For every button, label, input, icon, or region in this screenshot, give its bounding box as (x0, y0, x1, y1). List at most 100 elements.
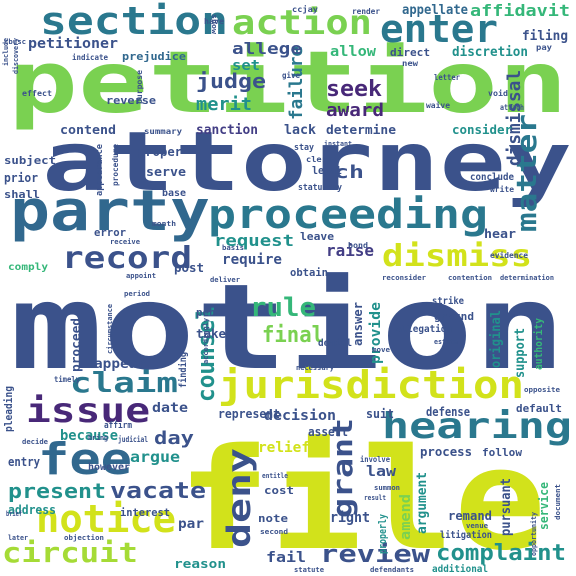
word-judge: judge (196, 69, 266, 93)
word-merit: merit (196, 94, 252, 115)
word-because: because (60, 428, 118, 444)
word-original: original (489, 310, 504, 368)
word-failure: failure (286, 46, 307, 120)
word-enter: enter (380, 7, 498, 51)
word-base: base (162, 188, 186, 199)
word-counsel: counsel (192, 306, 220, 402)
word-involve: involve (360, 454, 390, 464)
word-circuit: circuit (2, 536, 138, 569)
word-complaint: complaint (436, 541, 566, 566)
word-sanction: sanction (196, 123, 258, 138)
word-legal: legal (312, 164, 342, 177)
word-necessary: necessary (296, 364, 335, 372)
word-direct: direct (390, 46, 430, 59)
word-file: file (178, 419, 546, 576)
word-serve: serve (146, 165, 186, 179)
word-denial: denial (318, 337, 352, 349)
word-attorney: attorney (42, 115, 572, 210)
word-issue: issue (26, 391, 150, 431)
word-action: action (232, 3, 372, 43)
word-error: error (94, 226, 126, 239)
word-discretion: discretion (452, 45, 528, 60)
word-argument: argument (415, 472, 430, 534)
word-shall: shall (4, 188, 40, 201)
word-reverse: reverse (106, 94, 156, 107)
word-allow: allow (330, 44, 377, 60)
word-litigation: litigation (440, 529, 492, 541)
word-void: void (488, 88, 508, 98)
word-vacate: vacate (110, 479, 206, 504)
word-proper: proper (138, 145, 182, 159)
word-hear: hear (484, 227, 516, 241)
word-address: address (8, 503, 56, 517)
word-render: render (352, 7, 380, 16)
word-support: support (513, 328, 528, 378)
word-pay: pay (536, 43, 552, 52)
word-ch: ch (334, 162, 364, 183)
word-notice: notice (36, 497, 176, 541)
word-deliver: deliver (210, 276, 240, 284)
word-however: however (88, 462, 130, 473)
word-finding: finding (177, 352, 189, 388)
word-law: law (366, 464, 397, 480)
word-deny: deny (220, 448, 258, 548)
word-defense: defense (426, 405, 470, 419)
word-consider: consider (452, 123, 512, 137)
word-par: par (178, 517, 204, 532)
word-decision: decision (264, 408, 336, 424)
word-set: set (232, 58, 260, 74)
word-basis: basis (222, 244, 244, 252)
word-proceeding: proceeding (208, 192, 488, 238)
word-decide: decide (22, 438, 48, 446)
word-review: review (320, 540, 431, 568)
word-right: right (330, 510, 370, 526)
word-affidavit: affidavit (470, 1, 570, 20)
word-brief: brief (6, 510, 22, 518)
word-day: day (154, 428, 194, 449)
word-suit: suit (366, 407, 394, 421)
word-ground: ground (434, 310, 474, 323)
word-assert: assert (308, 425, 348, 439)
word-letter: letter (434, 73, 460, 82)
word-purpose: purpose (135, 70, 144, 104)
word-party: party (10, 179, 210, 244)
word-contend: contend (60, 123, 116, 137)
word-allege: allege (232, 39, 302, 58)
word-attach: attach (500, 103, 524, 112)
word-raise: raise (326, 241, 374, 260)
word-statute: statute (294, 566, 324, 574)
word-fail: fail (266, 550, 306, 566)
word-instant: instant (324, 140, 352, 148)
word-allegation: allegation (396, 323, 452, 335)
word-result: result (364, 494, 386, 502)
word-take: take (196, 327, 226, 341)
word-comply: comply (8, 262, 48, 273)
word-default: default (516, 402, 562, 415)
word-have: have (204, 17, 224, 26)
word-require: require (222, 252, 282, 268)
word-statutory: statutory (298, 183, 343, 193)
word-later: later (8, 534, 28, 542)
word-date: date (152, 401, 188, 416)
word-service: service (537, 482, 551, 530)
word-interest: interest (120, 506, 170, 519)
word-filing: filing (522, 29, 568, 44)
word-appellate: appellate (402, 3, 468, 18)
word-effect: effect (22, 89, 52, 98)
word-clerk: clerk (306, 155, 332, 164)
word-move: move (372, 346, 390, 354)
word-accordingly: accordingly (202, 317, 210, 364)
word-affirm: affirm (104, 420, 132, 431)
word-indicate: indicate (72, 52, 108, 62)
word-amend: amend (398, 494, 414, 540)
word-note: note (258, 512, 288, 525)
word-relief: relief (258, 440, 310, 456)
word-provide: provide (368, 302, 384, 364)
word-fee: fee (38, 434, 132, 485)
word-dismissal: dismissal (504, 70, 525, 166)
word-month: month (152, 220, 176, 228)
word-include: include (2, 38, 10, 66)
